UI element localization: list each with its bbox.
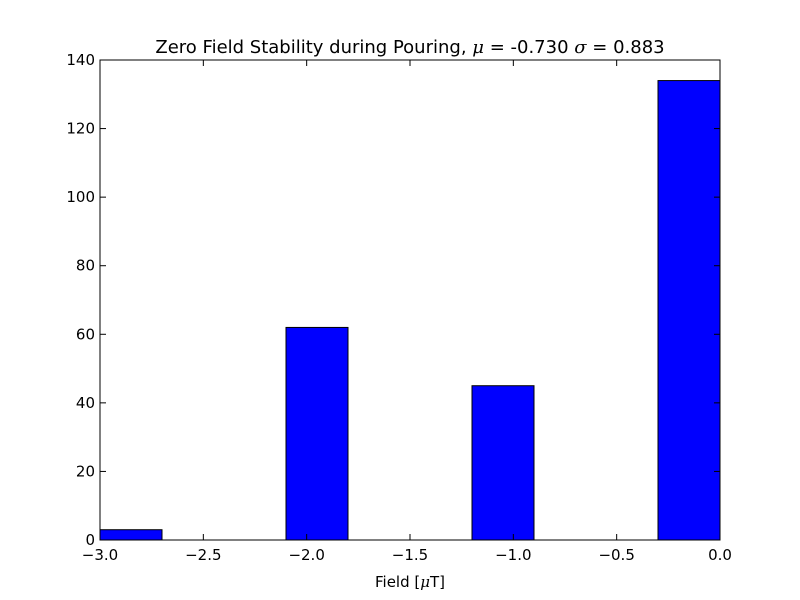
y-tick-label-1: 20 xyxy=(76,462,95,480)
x-tick-label-4: −1.0 xyxy=(495,546,531,564)
x-tick-label-5: −0.5 xyxy=(598,546,634,564)
histogram-bar-0 xyxy=(99,529,163,541)
chart-title-mu-text: = -0.730 xyxy=(484,37,574,58)
x-tick-label-1: −2.5 xyxy=(185,546,221,564)
bars-group xyxy=(99,80,721,541)
x-axis-label-prefix: Field [ xyxy=(375,573,420,591)
histogram-bar-2 xyxy=(471,385,535,541)
chart-title-prefix: Zero Field Stability during Pouring, xyxy=(155,37,472,58)
ticks-group: −3.0 −2.5 −2.0 −1.5 −1.0 −0.5 0.0 0 20 40 60 80 100 1… xyxy=(66,51,732,564)
plot-frame xyxy=(99,59,721,541)
chart-title-sigma-symbol: σ xyxy=(574,37,587,58)
y-tick-label-7: 140 xyxy=(66,51,95,69)
y-tick-label-6: 120 xyxy=(66,120,95,138)
x-tick-label-6: 0.0 xyxy=(708,546,732,564)
chart-title-sigma-text: = 0.883 xyxy=(587,37,665,58)
x-tick-label-3: −1.5 xyxy=(392,546,428,564)
chart-title: Zero Field Stability during Pouring, μ =… xyxy=(155,37,664,58)
y-tick-label-0: 0 xyxy=(85,531,95,549)
x-axis-label-suffix: T] xyxy=(429,573,445,591)
y-tick-label-4: 80 xyxy=(76,257,95,275)
x-tick-label-2: −2.0 xyxy=(288,546,324,564)
y-tick-label-3: 60 xyxy=(76,325,95,343)
histogram-bar-1 xyxy=(285,326,349,541)
x-axis-label: Field [μT] xyxy=(375,573,445,591)
histogram-bar-3 xyxy=(657,80,721,541)
y-tick-label-2: 40 xyxy=(76,394,95,412)
x-tick-label-0: −3.0 xyxy=(82,546,118,564)
x-axis-label-mu-symbol: μ xyxy=(420,573,430,591)
y-tick-label-5: 100 xyxy=(66,188,95,206)
chart-title-mu-symbol: μ xyxy=(472,37,484,58)
